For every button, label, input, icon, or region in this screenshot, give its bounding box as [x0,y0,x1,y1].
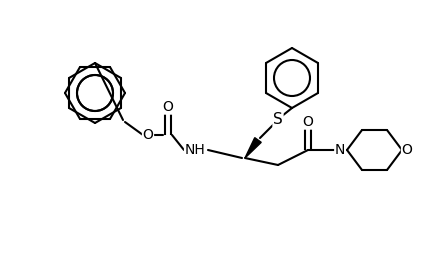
Polygon shape [245,138,261,158]
Text: S: S [273,113,283,128]
Text: O: O [143,128,153,142]
Text: O: O [303,115,313,129]
Text: O: O [163,100,173,114]
Text: O: O [401,143,413,157]
Text: N: N [335,143,345,157]
Text: NH: NH [184,143,205,157]
